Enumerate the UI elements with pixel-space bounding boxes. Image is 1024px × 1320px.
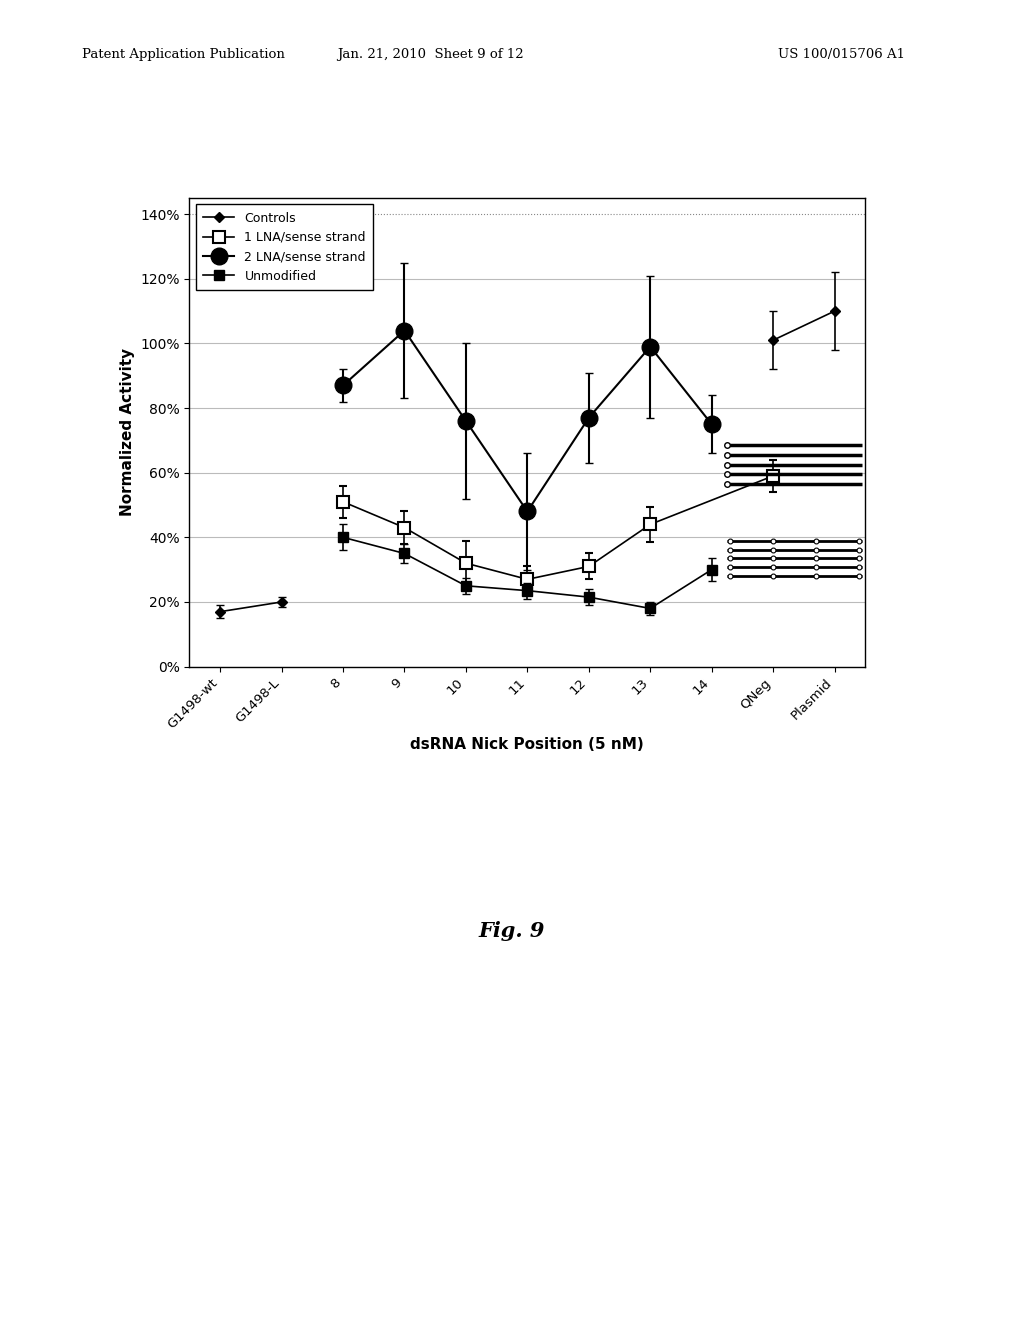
Text: Patent Application Publication: Patent Application Publication: [82, 48, 285, 61]
Text: Jan. 21, 2010  Sheet 9 of 12: Jan. 21, 2010 Sheet 9 of 12: [337, 48, 523, 61]
Legend: Controls, 1 LNA/sense strand, 2 LNA/sense strand, Unmodified: Controls, 1 LNA/sense strand, 2 LNA/sens…: [196, 205, 374, 290]
X-axis label: dsRNA Nick Position (5 nM): dsRNA Nick Position (5 nM): [411, 737, 644, 752]
Text: Fig. 9: Fig. 9: [479, 920, 545, 941]
Y-axis label: Normalized Activity: Normalized Activity: [120, 348, 135, 516]
Text: US 100/015706 A1: US 100/015706 A1: [778, 48, 905, 61]
